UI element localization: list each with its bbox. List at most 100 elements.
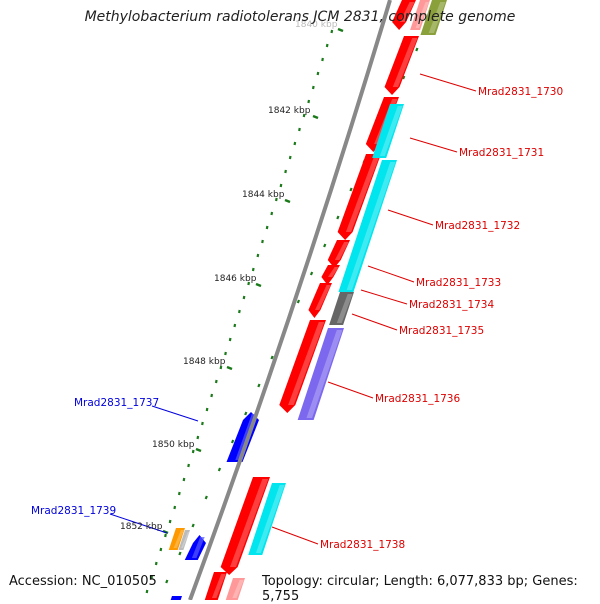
scale-tick-mark	[164, 533, 167, 538]
gene-arrow-1738-cyan[interactable]	[248, 483, 286, 555]
gene-label-1735[interactable]: Mrad2831_1735	[399, 325, 484, 337]
scale-tick-mark	[288, 155, 292, 160]
outer-tick-mark	[217, 467, 222, 472]
leader-line-1739	[109, 513, 168, 534]
leader-line-1732	[387, 209, 434, 226]
scale-tick-mark	[168, 519, 172, 524]
gene-arrow-1736-slate[interactable]	[297, 328, 344, 420]
scale-tick-mark	[293, 141, 297, 146]
gene-labels: Mrad2831_1730 Mrad2831_1731 Mrad2831_1732 M…	[31, 86, 563, 551]
scale-tick-mark	[330, 29, 334, 34]
outer-tick-mark	[270, 355, 274, 360]
scale-tick-mark	[316, 71, 320, 76]
scale-tick-mark	[210, 393, 214, 398]
gene-arrow-1733b[interactable]	[321, 265, 340, 285]
scale-label-tick-1844: 1844 kbp	[242, 190, 285, 200]
gene-label-1736[interactable]: Mrad2831_1736	[375, 393, 460, 405]
gene-label-1737[interactable]: Mrad2831_1737	[74, 397, 159, 409]
gene-arrow-olive[interactable]	[420, 0, 447, 35]
scale-label-tick-1852: 1852 kbp	[120, 522, 163, 532]
scale-major-tick	[195, 447, 202, 453]
outer-tick-mark	[230, 439, 235, 444]
scale-tick-mark	[173, 505, 177, 510]
leader-line-1730	[419, 73, 477, 92]
scale-tick-mark	[150, 575, 153, 580]
gene-arrow-1739[interactable]	[184, 535, 206, 560]
gene-arrow-1729[interactable]	[392, 0, 416, 30]
scale-tick-mark	[219, 365, 223, 370]
scale-tick-mark	[177, 491, 181, 496]
scale-tick-mark	[159, 547, 163, 552]
gene-arrow-1733[interactable]	[327, 240, 350, 268]
scale-tick-mark	[233, 323, 237, 328]
outer-tick-mark	[244, 411, 248, 416]
gene-features	[168, 0, 447, 600]
scale-tick-mark	[182, 477, 186, 482]
leader-line-1735	[351, 313, 398, 331]
leader-line-1738	[271, 526, 319, 545]
scale-tick-mark	[307, 99, 311, 104]
scale-tick-mark	[270, 211, 274, 216]
gene-arrow-grey-small[interactable]	[178, 530, 190, 550]
scale-tick-mark	[214, 379, 218, 384]
gene-arrow-pink-bottom[interactable]	[225, 578, 245, 600]
gene-arrow-1730[interactable]	[384, 36, 419, 95]
scale-tick-mark	[205, 407, 209, 412]
scale-tick-mark	[321, 57, 324, 62]
gene-label-1732[interactable]: Mrad2831_1732	[435, 220, 520, 232]
gene-arrow-1735[interactable]	[329, 292, 354, 325]
scale-tick-mark	[191, 449, 195, 454]
outer-tick-mark	[415, 47, 419, 52]
gene-arrow-1732-cyan[interactable]	[338, 160, 397, 292]
scale-major-tick	[226, 365, 233, 371]
scale-label-tick-1846: 1846 kbp	[214, 274, 257, 284]
genome-backbone	[188, 0, 392, 600]
scale-tick-mark	[279, 183, 283, 188]
scale-tick-mark	[242, 295, 246, 300]
map-title: Methylobacterium radiotolerans JCM 2831,…	[84, 9, 516, 25]
scale-label-tick-1848: 1848 kbp	[183, 357, 226, 367]
scale-tick-mark	[302, 113, 306, 118]
gene-arrow-pink-top[interactable]	[410, 0, 430, 30]
gene-arrow-1732[interactable]	[337, 154, 381, 240]
leader-line-1734	[360, 289, 408, 305]
gene-label-1738[interactable]: Mrad2831_1738	[320, 539, 405, 551]
outer-tick-mark	[402, 75, 406, 80]
scale-tick-mark	[154, 561, 158, 566]
gene-label-1733[interactable]: Mrad2831_1733	[416, 277, 501, 289]
outer-tick-mark	[165, 579, 169, 584]
scale-labels: 1840 kbp 1842 kbp 1844 kbp 1846 kbp 1848 kbp…	[120, 20, 338, 532]
outer-tick-mark	[323, 243, 327, 248]
outer-tick-mark	[309, 271, 314, 276]
scale-major-tick	[337, 27, 344, 33]
outer-tick-mark	[296, 299, 301, 304]
scale-tick-mark	[284, 169, 287, 174]
outer-tick-mark	[257, 383, 261, 388]
scale-tick-mark	[261, 239, 264, 244]
gene-arrow-1731-cyan[interactable]	[372, 104, 404, 158]
gene-arrow-1738[interactable]	[220, 477, 270, 575]
scale-tick-mark	[238, 309, 241, 314]
gene-arrow-orange[interactable]	[168, 528, 185, 550]
gene-arrow-1736[interactable]	[279, 320, 326, 413]
scale-label-tick-1840: 1840 kbp	[295, 20, 338, 30]
scale-tick-mark	[274, 197, 278, 202]
gene-label-1730[interactable]: Mrad2831_1730	[478, 86, 563, 98]
gene-arrow-1740[interactable]	[204, 572, 227, 600]
outer-tick-mark	[178, 551, 182, 556]
label-leader-lines	[109, 73, 477, 545]
scale-major-tick	[255, 282, 262, 288]
scale-tick-mark	[256, 253, 260, 258]
scale-tick-mark	[201, 421, 204, 426]
gene-label-1739[interactable]: Mrad2831_1739	[31, 505, 116, 517]
leader-line-1731	[409, 137, 458, 153]
gene-label-1734[interactable]: Mrad2831_1734	[409, 299, 494, 311]
scale-tick-mark	[325, 43, 329, 48]
gene-arrow-1734[interactable]	[308, 283, 332, 318]
scale-tick-mark	[224, 351, 227, 356]
gene-label-1731[interactable]: Mrad2831_1731	[459, 147, 544, 159]
outer-tick-mark	[191, 523, 195, 528]
outer-tick-mark	[336, 215, 340, 220]
gene-arrow-blue-bottom[interactable]	[170, 596, 182, 600]
